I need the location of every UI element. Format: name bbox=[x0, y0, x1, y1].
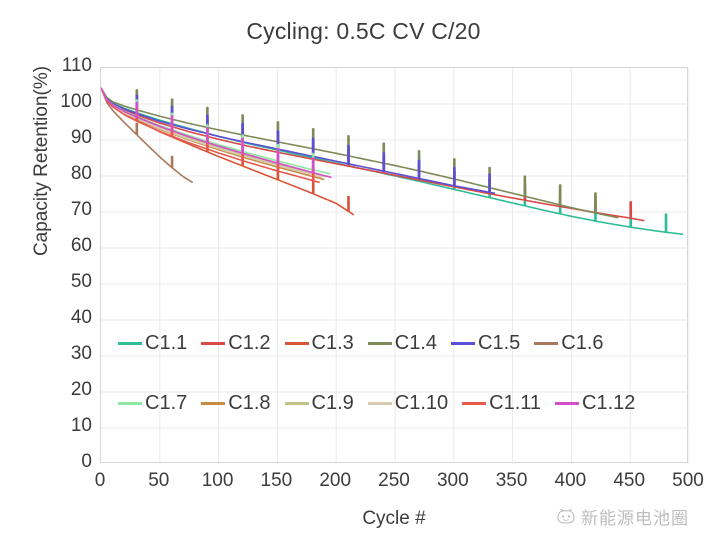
legend-item-C1.8[interactable]: C1.8 bbox=[201, 391, 271, 415]
legend-item-C1.1[interactable]: C1.1 bbox=[118, 332, 187, 355]
legend-label-C1.3: C1.3 bbox=[311, 331, 354, 354]
series-line-C1.5 bbox=[101, 87, 496, 195]
legend-swatch-C1.1 bbox=[118, 341, 142, 345]
chart-title: Cycling: 0.5C CV C/20 bbox=[246, 18, 481, 44]
x-tick-label: 400 bbox=[554, 470, 587, 491]
legend-item-C1.10[interactable]: C1.10 bbox=[367, 391, 449, 415]
legend-label-C1.1: C1.1 bbox=[145, 331, 188, 354]
series-line-C1.12 bbox=[101, 87, 332, 179]
series-line-C1.8 bbox=[101, 87, 325, 181]
x-tick-label: 200 bbox=[319, 470, 352, 491]
y-tick-label: 10 bbox=[70, 415, 92, 436]
x-tick-label: 300 bbox=[436, 470, 469, 491]
legend-swatch-C1.6 bbox=[534, 341, 559, 345]
y-tick-label: 40 bbox=[70, 307, 92, 328]
series-line-C1.6 bbox=[101, 87, 194, 184]
legend-swatch-C1.2 bbox=[201, 341, 226, 345]
y-tick-label: 30 bbox=[70, 343, 92, 364]
y-tick-label: 110 bbox=[61, 55, 92, 76]
x-tick-label: 350 bbox=[495, 470, 528, 491]
legend-item-C1.11[interactable]: C1.11 bbox=[462, 392, 541, 415]
legend-item-C1.3[interactable]: C1.3 bbox=[284, 331, 354, 355]
legend-swatch-C1.5 bbox=[451, 341, 475, 345]
x-tick-label: 500 bbox=[672, 470, 704, 491]
legend-swatch-C1.4 bbox=[367, 341, 392, 345]
y-tick-label: 20 bbox=[70, 379, 92, 400]
x-tick-label: 450 bbox=[613, 470, 646, 491]
legend-swatch-C1.11 bbox=[462, 401, 487, 405]
y-tick-label: 60 bbox=[70, 235, 92, 256]
legend-row-1: C1.1 C1.2 C1.3 C1.4 C1.5 C1.6 bbox=[118, 328, 674, 358]
legend-item-C1.6[interactable]: C1.6 bbox=[534, 331, 604, 355]
x-tick-label: 250 bbox=[378, 470, 410, 491]
series-line-C1.7 bbox=[101, 87, 331, 175]
series-line-C1.4 bbox=[101, 87, 619, 219]
legend-swatch-C1.7 bbox=[118, 401, 142, 405]
legend-label-C1.12: C1.12 bbox=[582, 391, 636, 414]
legend-item-C1.5[interactable]: C1.5 bbox=[451, 332, 520, 355]
legend-item-C1.4[interactable]: C1.4 bbox=[367, 331, 437, 355]
legend-row-2: C1.7 C1.8 C1.9 C1.10 C1.11 C1.12 bbox=[118, 388, 674, 418]
legend-label-C1.9: C1.9 bbox=[311, 391, 354, 414]
y-tick-label: 90 bbox=[70, 127, 92, 148]
legend-swatch-C1.10 bbox=[367, 401, 392, 405]
y-tick-label: 0 bbox=[81, 451, 92, 472]
legend-label-C1.4: C1.4 bbox=[394, 331, 437, 354]
legend-item-C1.9[interactable]: C1.9 bbox=[284, 391, 354, 415]
legend-label-C1.6: C1.6 bbox=[561, 331, 604, 354]
legend-item-C1.2[interactable]: C1.2 bbox=[201, 331, 271, 355]
legend-label-C1.5: C1.5 bbox=[478, 331, 521, 354]
x-tick-label: 150 bbox=[260, 470, 293, 491]
series-line-C1.2 bbox=[101, 87, 645, 222]
y-tick-label: 80 bbox=[70, 163, 92, 184]
y-tick-label: 70 bbox=[70, 199, 92, 220]
legend-label-C1.2: C1.2 bbox=[228, 331, 271, 354]
y-tick-label: 100 bbox=[60, 91, 92, 112]
plot-area bbox=[100, 67, 689, 464]
x-tick-label: 0 bbox=[94, 470, 106, 491]
x-tick-label: 50 bbox=[148, 470, 170, 491]
legend-label-C1.7: C1.7 bbox=[145, 391, 188, 414]
y-tick-label: 50 bbox=[70, 271, 92, 292]
x-tick-label: 100 bbox=[201, 470, 234, 491]
x-axis-label: Cycle # bbox=[362, 508, 426, 529]
legend-swatch-C1.12 bbox=[555, 401, 580, 405]
legend-label-C1.8: C1.8 bbox=[228, 391, 271, 414]
chart-legend: C1.1 C1.2 C1.3 C1.4 C1.5 C1.6 C1.7 C1.8 C1.9 C1.… bbox=[118, 324, 674, 422]
legend-swatch-C1.3 bbox=[284, 341, 309, 345]
legend-item-C1.7[interactable]: C1.7 bbox=[118, 392, 187, 415]
data-series-layer bbox=[101, 87, 684, 236]
series-line-C1.11 bbox=[101, 87, 320, 184]
legend-swatch-C1.9 bbox=[284, 401, 309, 405]
legend-label-C1.11: C1.11 bbox=[489, 391, 542, 414]
legend-label-C1.10: C1.10 bbox=[394, 391, 449, 414]
legend-swatch-C1.8 bbox=[201, 401, 226, 405]
legend-item-C1.12[interactable]: C1.12 bbox=[555, 392, 635, 415]
